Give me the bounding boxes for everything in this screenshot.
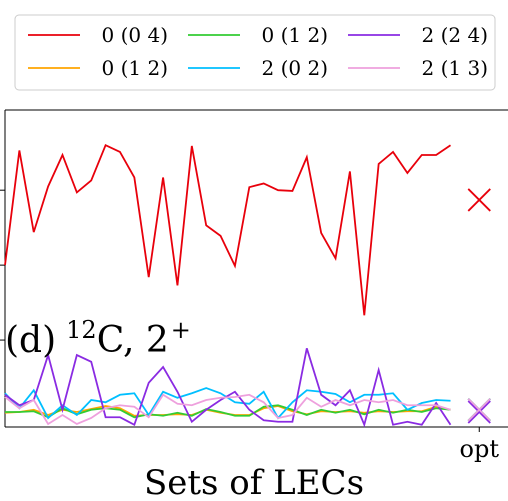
legend-label: 0 (1 2): [102, 56, 169, 80]
opt-marker-stroke: [467, 400, 491, 424]
legend-label: 0 (0 4): [102, 23, 169, 47]
series-line: [4, 393, 451, 426]
opt-marker: [467, 400, 491, 424]
annotation-superscript: +: [171, 316, 191, 344]
legend-label: 2 (0 2): [262, 56, 329, 80]
series-line: [4, 348, 452, 428]
annotation-superscript: 12: [66, 316, 97, 344]
annotation-text: (d): [5, 320, 56, 361]
annotation-text: C, 2: [97, 320, 169, 361]
opt-marker: [467, 188, 491, 212]
series-line: [4, 144, 452, 316]
opt-marker: [467, 398, 491, 422]
annotation: (d) 12C, 2+: [5, 316, 191, 361]
x-tick-label: opt: [460, 435, 500, 463]
opt-marker-stroke: [467, 188, 491, 212]
opt-marker-stroke: [467, 398, 491, 422]
legend-label: 2 (2 4): [422, 23, 489, 47]
legend-box: [14, 14, 496, 91]
x-axis-label: Sets of LECs: [144, 463, 364, 501]
legend-label: 2 (1 3): [422, 56, 489, 80]
legend-label: 0 (1 2): [262, 23, 329, 47]
